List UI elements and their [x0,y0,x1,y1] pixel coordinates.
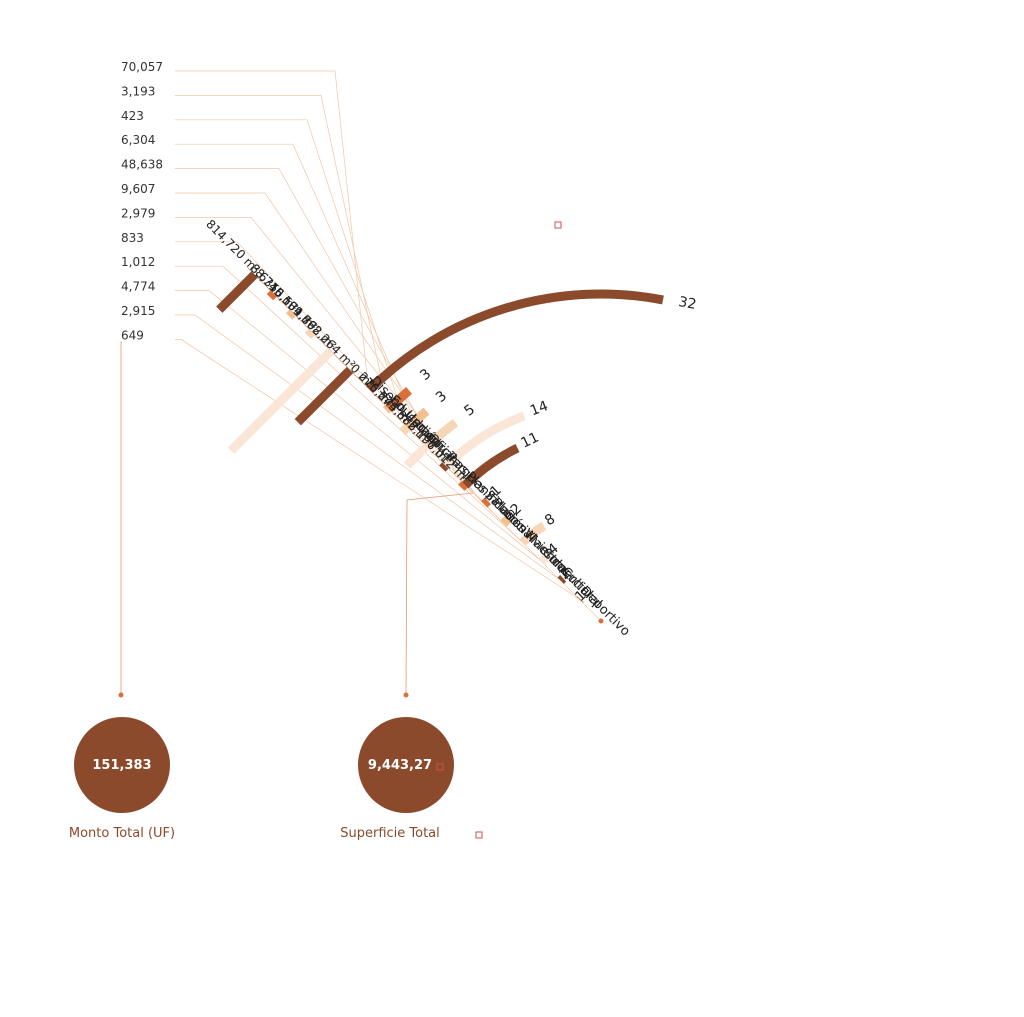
guide-line-2 [175,119,407,427]
count-label-1: 3 [417,366,434,384]
missing-glyph-icon [436,763,444,771]
guide-line-6 [175,217,484,504]
count-label-3: 5 [461,402,478,420]
monto-label-10: 2,915 [121,304,155,318]
guide-line-5 [175,192,465,484]
area-bar-9 [403,443,430,469]
count-arc-5 [462,444,520,489]
total-monto-value: 151,383 [92,758,151,773]
area-bar-2 [285,309,296,320]
count-arc-6 [481,497,491,508]
count-arc-1 [385,386,413,413]
total-monto: 151,383 Monto Total (UF) [69,717,175,841]
arc-origin-dot [598,618,604,624]
count-label-0: 32 [677,294,698,313]
count-arcs [366,289,664,603]
area-bar-10 [439,462,449,472]
monto-label-8: 1,012 [121,255,155,269]
count-label-5: 11 [518,429,541,451]
superficie-connector [405,492,474,695]
superficie-connector-dot [403,692,409,698]
monto-connector-dot [118,692,124,698]
area-bar-5 [294,366,354,426]
count-label-8: 8 [542,511,558,529]
area-bar-1 [266,290,277,301]
total-superficie-bubble [358,717,454,813]
count-arc-10 [557,574,567,584]
count-arc-2 [404,407,430,432]
total-superficie-caption: Superficie Total [340,826,440,841]
guide-line-10 [175,314,560,580]
monto-label-6: 2,979 [121,206,155,220]
area-bar-4 [228,347,335,454]
count-label-4: 14 [528,398,550,419]
count-arc-9 [538,551,553,565]
total-superficie: 9,443,27 Superficie Total [340,717,483,841]
monto-label-5: 9,607 [121,182,155,196]
guide-line-1 [175,95,388,408]
area-bars [216,271,468,491]
count-arc-11 [576,596,584,603]
total-monto-bubble [74,717,170,813]
area-bar-0 [216,271,258,313]
monto-label-3: 6,304 [121,133,155,147]
total-monto-caption: Monto Total (UF) [69,826,175,841]
monto-label-11: 649 [121,328,144,342]
area-bar-7 [382,404,392,414]
guide-line-3 [175,143,426,446]
count-arc-0 [366,289,664,393]
monto-label-7: 833 [121,231,144,245]
category-label-11: Deportivo [577,584,633,640]
monto-label-9: 4,774 [121,280,155,294]
monto-label-4: 48,638 [121,158,163,172]
guide-line-9 [175,290,541,561]
count-arc-3 [423,418,459,451]
count-label-2: 3 [433,388,450,406]
missing-glyph-icon [554,221,562,229]
monto-label-0: 70,057 [121,60,163,74]
monto-label-2: 423 [121,109,144,123]
total-superficie-value: 9,443,27 [368,758,432,773]
count-arc-7 [500,514,513,527]
missing-glyph-icon [475,831,483,839]
count-arc-4 [442,411,526,470]
area-bar-3 [304,328,315,339]
area-bar-11 [458,481,468,491]
count-arc-8 [519,522,547,546]
area-bar-8 [399,424,411,436]
monto-label-1: 3,193 [121,84,155,98]
guide-line-0 [175,70,369,389]
guide-line-11 [175,339,579,599]
